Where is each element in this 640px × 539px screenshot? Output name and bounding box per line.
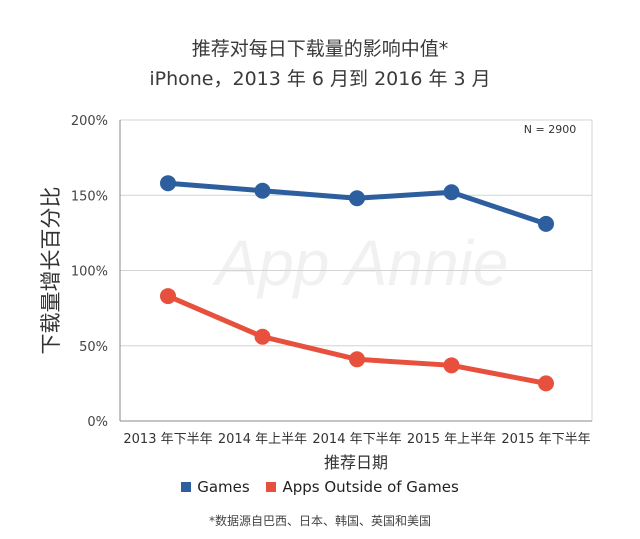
x-tick-label: 2015 年上半年 (407, 432, 496, 447)
line-chart: App Annie 0% 50% 100% 150% 200% 2013 年下半年 2014 … (39, 114, 593, 470)
y-axis-title: 下载量增长百分比 (39, 187, 63, 355)
legend-swatch-apps (266, 482, 277, 492)
data-point-1-0 (160, 288, 176, 305)
data-point-1-3 (443, 357, 460, 374)
y-tick-label: 100% (71, 265, 108, 280)
y-tick-label: 0% (87, 415, 108, 430)
data-point-0-3 (443, 184, 460, 201)
x-tick-label: 2014 年上半年 (218, 432, 307, 447)
watermark: App Annie (212, 227, 509, 299)
legend-label-apps: Apps Outside of Games (282, 478, 459, 496)
legend-item-games: Games (181, 478, 250, 496)
data-point-0-0 (160, 175, 176, 192)
chart-subtitle: iPhone，2013 年 6 月到 2016 年 3 月 (149, 68, 491, 90)
legend-swatch-games (181, 482, 192, 492)
y-tick-label: 150% (71, 189, 108, 204)
legend-label-games: Games (197, 478, 250, 496)
y-tick-label: 200% (71, 114, 108, 129)
chart-title: 推荐对每日下载量的影响中值* (191, 38, 449, 60)
y-tick-label: 50% (79, 340, 108, 355)
x-axis-title: 推荐日期 (324, 453, 388, 470)
data-point-1-4 (538, 375, 554, 392)
x-tick-label: 2013 年下半年 (123, 432, 212, 447)
sample-size-annotation: N = 2900 (524, 123, 576, 136)
x-tick-label: 2014 年下半年 (312, 432, 401, 447)
series-line-1 (165, 293, 549, 386)
data-point-0-2 (349, 190, 365, 207)
data-point-0-4 (538, 215, 554, 232)
x-tick-label: 2015 年下半年 (501, 432, 590, 447)
data-point-1-2 (349, 351, 365, 368)
legend-item-apps: Apps Outside of Games (266, 478, 459, 496)
legend: Games Apps Outside of Games (0, 478, 640, 496)
data-point-0-1 (254, 182, 271, 199)
data-point-1-1 (254, 328, 271, 345)
footnote: *数据源自巴西、日本、韩国、英国和美国 (208, 514, 431, 528)
